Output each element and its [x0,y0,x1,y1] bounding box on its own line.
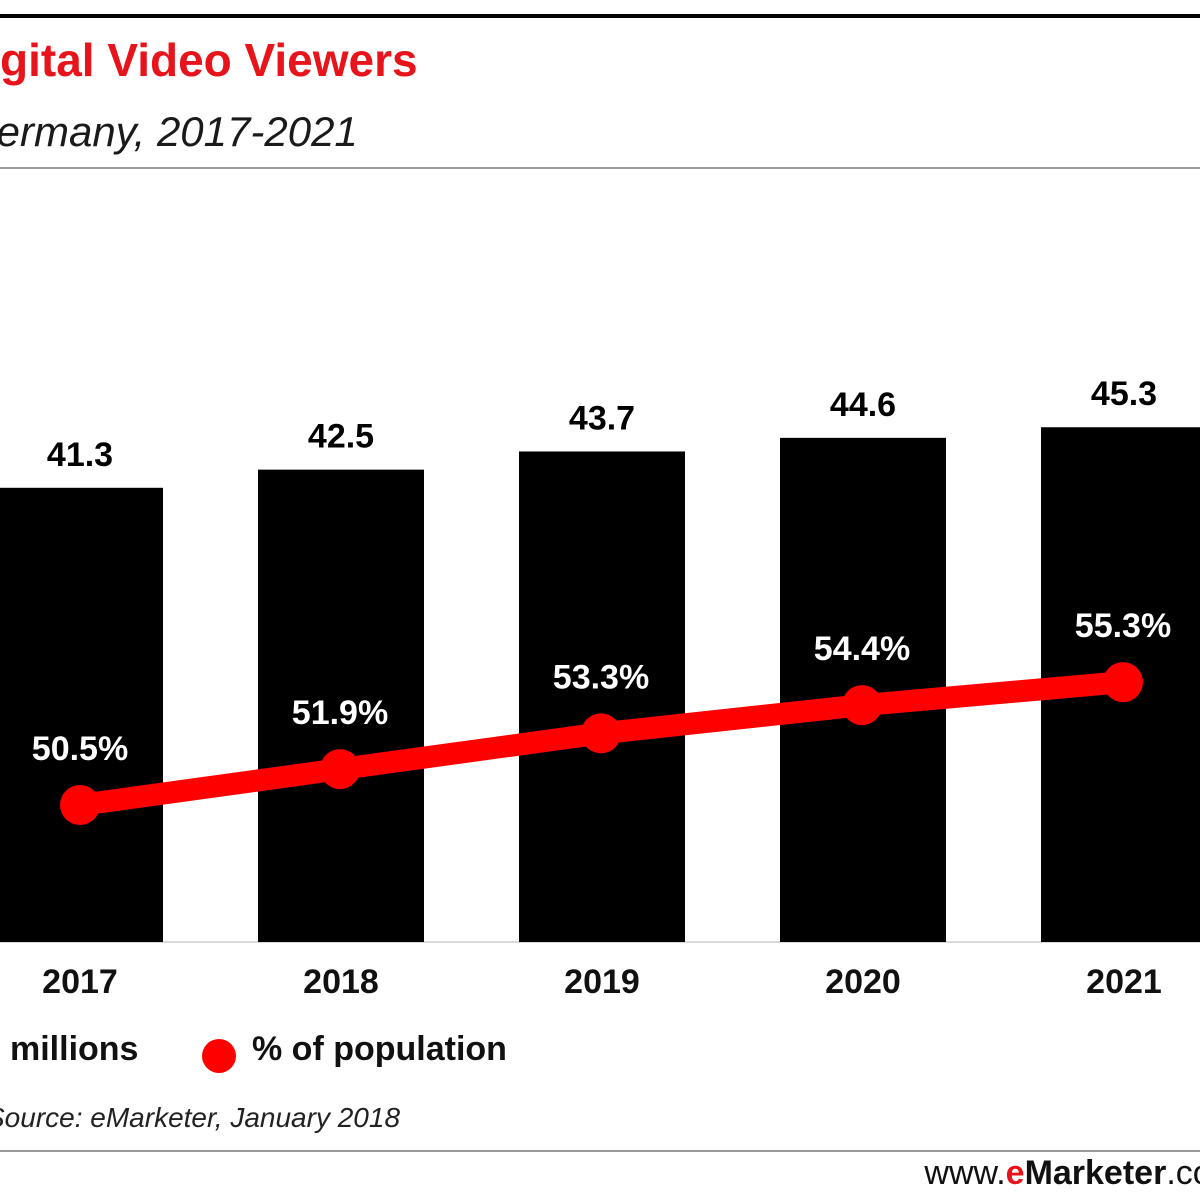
bottom-divider [0,1150,1200,1152]
bar-2019 [519,451,685,942]
population-label-2017: 50.5% [32,730,128,768]
title-divider [0,167,1200,169]
source-note: Source: eMarketer, January 2018 [0,1102,401,1133]
population-point-2018 [320,749,360,790]
x-tick-label-2021: 2021 [1086,963,1162,1001]
population-label-2018: 51.9% [292,694,388,732]
footer-url-suffix: .com [1166,1154,1200,1192]
bar-value-label-2021: 45.3 [1091,375,1157,413]
bar-value-label-2017: 41.3 [47,436,113,474]
bar-2018 [258,469,424,942]
x-tick-label-2019: 2019 [564,963,640,1001]
bar-value-label-2019: 43.7 [569,399,635,437]
population-point-2019 [581,713,621,754]
x-tick-label-2017: 2017 [42,963,118,1001]
top-rule [0,14,1200,18]
bar-value-label-2018: 42.5 [308,418,374,456]
x-tick-label-2018: 2018 [303,963,379,1001]
bar-value-label-2020: 44.6 [830,386,896,424]
population-label-2019: 53.3% [553,658,649,696]
chart-subtitle: Germany, 2017-2021 [0,108,358,155]
legend-marker-population [202,1039,236,1073]
population-point-2021 [1103,662,1143,703]
footer-url-prefix: www. [924,1154,1006,1192]
chart-title: Digital Video Viewers [0,34,418,86]
legend-label-population: % of population [252,1030,507,1068]
footer-url[interactable]: www.eMarketer.com [924,1152,1200,1194]
footer-brand: Marketer [1024,1154,1167,1192]
population-label-2021: 55.3% [1075,607,1171,645]
population-point-2020 [842,685,882,726]
population-label-2020: 54.4% [814,630,910,668]
legend: millions % of population [0,1028,1200,1078]
chart: 41.3 42.5 43.7 44.6 45.3 50.5% 51.9% 53.3% 54.4%… [0,375,1200,1001]
bar-2017 [0,487,163,942]
footer-brand-e: e [1005,1154,1025,1192]
x-tick-label-2020: 2020 [825,963,901,1001]
legend-label-millions: millions [10,1030,139,1068]
population-point-2017 [60,785,100,825]
